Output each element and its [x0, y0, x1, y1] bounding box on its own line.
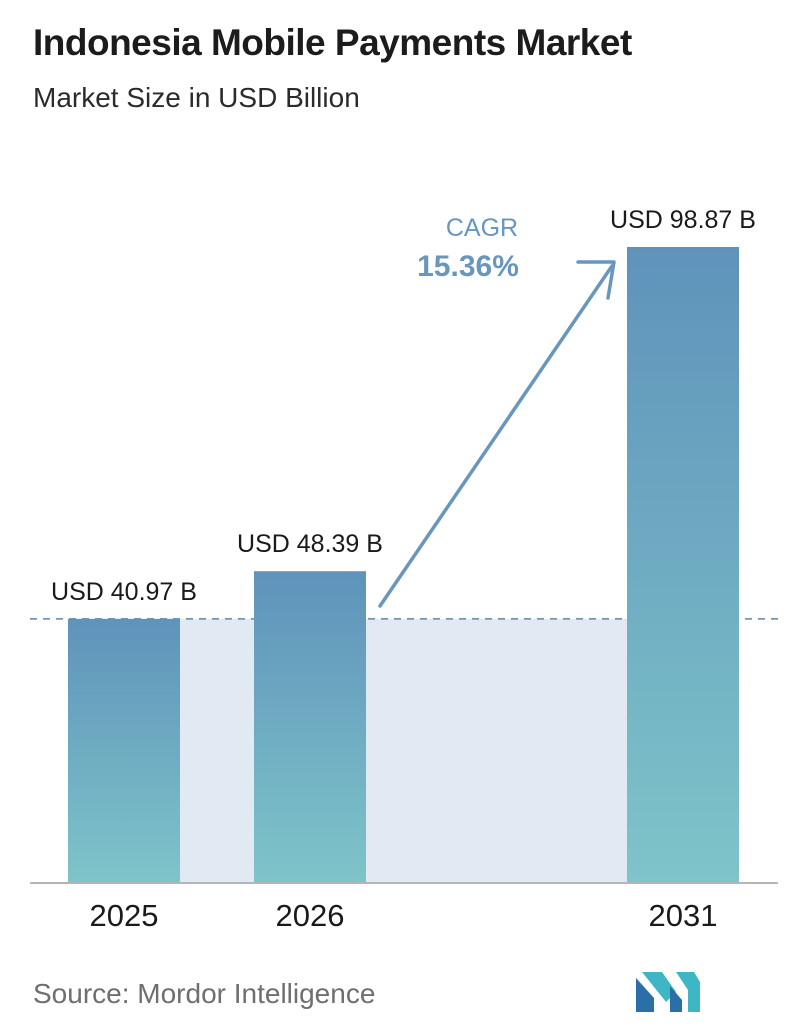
chart-title: Indonesia Mobile Payments Market	[33, 22, 632, 63]
cagr-label: CAGR	[446, 214, 518, 242]
bar-2026	[254, 571, 366, 882]
chart-subtitle: Market Size in USD Billion	[33, 82, 360, 113]
bar-chart: USD 40.97 B USD 48.39 B USD 98.87 B 2025 20…	[30, 206, 780, 933]
data-label-2025: USD 40.97 B	[51, 578, 197, 606]
background-band	[366, 618, 627, 882]
bar-2025	[68, 618, 180, 882]
mordor-intelligence-logo	[636, 972, 700, 1012]
x-tick-label-2031: 2031	[649, 898, 718, 933]
data-label-2026: USD 48.39 B	[237, 530, 383, 558]
background-band	[180, 618, 254, 882]
bar-2031	[627, 247, 739, 882]
cagr-arrow	[378, 264, 614, 608]
cagr-arrow-head	[576, 260, 616, 300]
x-tick-label-2026: 2026	[276, 898, 345, 933]
cagr-value: 15.36%	[417, 250, 519, 283]
source-text: Source: Mordor Intelligence	[33, 978, 376, 1009]
x-tick-label-2025: 2025	[90, 898, 159, 933]
data-label-2031: USD 98.87 B	[610, 206, 756, 234]
